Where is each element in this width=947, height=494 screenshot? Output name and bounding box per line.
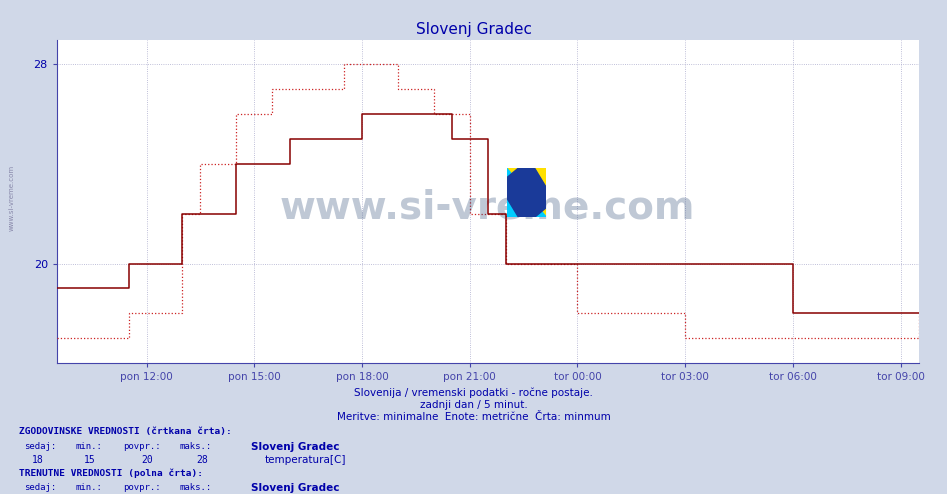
Text: ZGODOVINSKE VREDNOSTI (črtkana črta):: ZGODOVINSKE VREDNOSTI (črtkana črta):	[19, 427, 232, 436]
Text: sedaj:: sedaj:	[24, 483, 56, 492]
Polygon shape	[507, 168, 546, 217]
Text: zadnji dan / 5 minut.: zadnji dan / 5 minut.	[420, 400, 527, 410]
Text: min.:: min.:	[76, 483, 102, 492]
Text: Slovenj Gradec: Slovenj Gradec	[251, 442, 339, 452]
Text: maks.:: maks.:	[180, 442, 212, 451]
Text: temperatura[C]: temperatura[C]	[265, 455, 347, 465]
Text: www.si-vreme.com: www.si-vreme.com	[280, 189, 695, 227]
Polygon shape	[507, 168, 546, 217]
Text: 18: 18	[32, 455, 44, 465]
Text: Slovenj Gradec: Slovenj Gradec	[251, 483, 339, 493]
Text: sedaj:: sedaj:	[24, 442, 56, 451]
Text: 15: 15	[84, 455, 96, 465]
Polygon shape	[507, 168, 546, 217]
Text: Meritve: minimalne  Enote: metrične  Črta: minmum: Meritve: minimalne Enote: metrične Črta:…	[336, 412, 611, 422]
Text: maks.:: maks.:	[180, 483, 212, 492]
Polygon shape	[507, 168, 546, 217]
Text: 28: 28	[196, 455, 207, 465]
Text: 20: 20	[141, 455, 152, 465]
Text: www.si-vreme.com: www.si-vreme.com	[9, 165, 14, 231]
Text: Slovenj Gradec: Slovenj Gradec	[416, 22, 531, 37]
Text: Slovenija / vremenski podatki - ročne postaje.: Slovenija / vremenski podatki - ročne po…	[354, 388, 593, 398]
Text: min.:: min.:	[76, 442, 102, 451]
Text: povpr.:: povpr.:	[123, 483, 161, 492]
Text: TRENUTNE VREDNOSTI (polna črta):: TRENUTNE VREDNOSTI (polna črta):	[19, 468, 203, 478]
Text: povpr.:: povpr.:	[123, 442, 161, 451]
